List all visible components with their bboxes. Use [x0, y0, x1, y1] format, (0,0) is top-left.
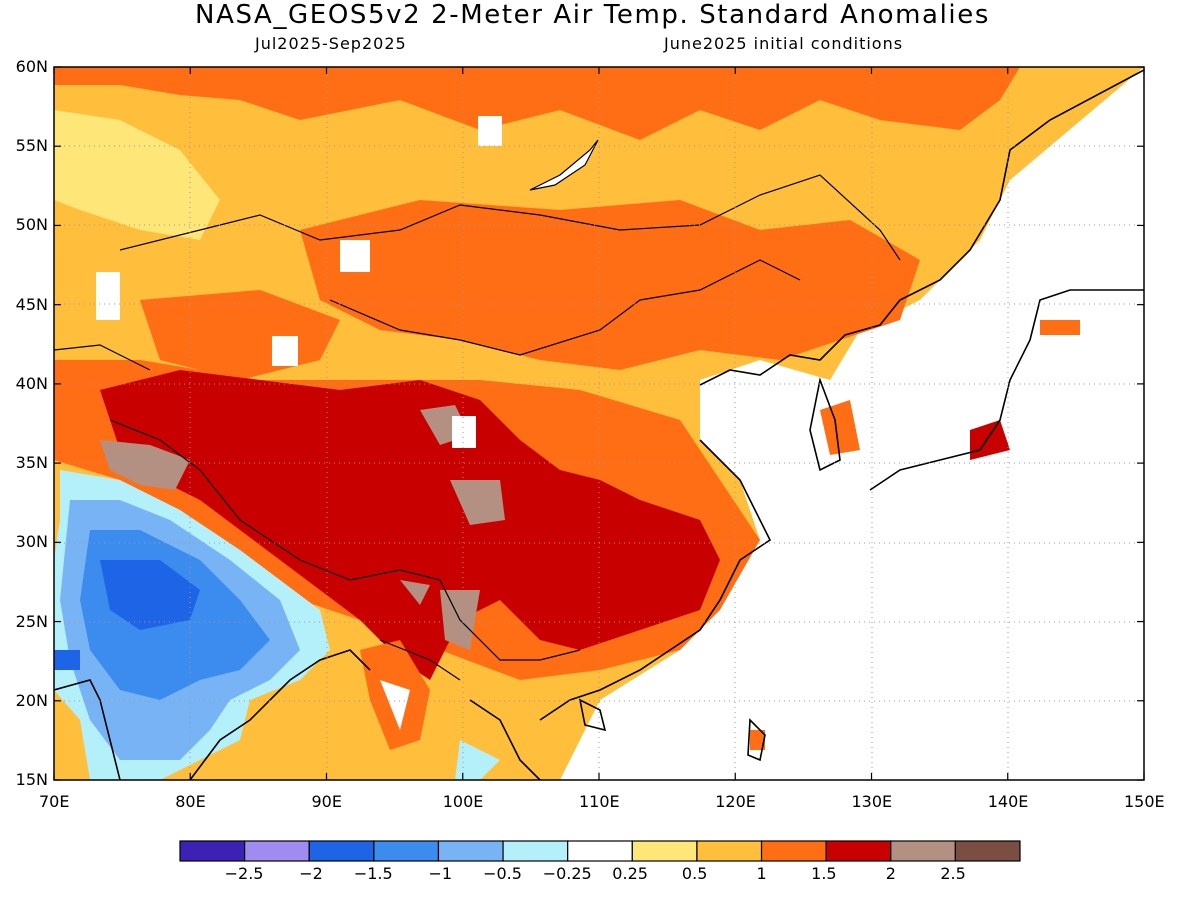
longitude-label: 80E: [175, 792, 206, 811]
latitude-label: 35N: [15, 453, 48, 473]
longitude-label: 130E: [851, 792, 893, 811]
latitude-label: 25N: [15, 611, 48, 631]
colorbar-label: 2.5: [940, 864, 966, 883]
colorbar-swatch: [244, 840, 310, 862]
longitude-label: 120E: [715, 792, 756, 811]
forecast-period: Jul2025-Sep2025: [255, 34, 407, 53]
latitude-label: 50N: [15, 215, 48, 235]
colorbar-label: 0.25: [612, 864, 648, 883]
coastlines: [54, 69, 1144, 780]
colorbar-label: 0.5: [681, 864, 708, 883]
colorbar-swatch: [696, 840, 763, 862]
colorbar-label: 1.5: [811, 864, 837, 883]
initial-conditions: June2025 initial conditions: [664, 34, 904, 53]
longitude-label: 150E: [1124, 792, 1165, 811]
colorbar-swatch: [373, 840, 440, 862]
longitude-label: 70E: [39, 792, 70, 811]
colorbar-label: 2: [885, 864, 896, 883]
latitude-label: 60N: [15, 57, 48, 76]
axis-ticks: [53, 66, 1145, 781]
anomaly-field: [54, 67, 1144, 780]
colorbar-label: −0.25: [542, 864, 592, 883]
colorbar-swatch: [631, 840, 698, 862]
latitude-label: 20N: [15, 690, 48, 710]
latitude-label: 40N: [15, 373, 48, 393]
colorbar-swatch: [760, 840, 827, 862]
longitude-label: 90E: [311, 792, 342, 811]
latitude-label: 30N: [15, 532, 48, 552]
colorbar-swatch: [308, 840, 375, 862]
colorbar-swatch: [825, 840, 892, 862]
latitude-label: 15N: [15, 770, 48, 789]
colorbar-swatch: [954, 840, 1021, 862]
colorbar-label: −2: [299, 864, 323, 883]
colorbar-swatch: [567, 840, 633, 862]
longitude-label: 140E: [987, 792, 1029, 811]
longitude-label: 100E: [442, 792, 484, 811]
colorbar-label: −1.5: [353, 864, 393, 883]
colorbar-swatch: [179, 840, 246, 862]
latitude-label: 55N: [15, 136, 48, 156]
map-title: NASA_GEOS5v2 2-Meter Air Temp. Standard …: [195, 0, 990, 30]
graticule: [54, 67, 1144, 780]
country-borders: [54, 174, 901, 681]
colorbar-label: −0.5: [483, 864, 522, 883]
colorbar-label: 1: [756, 864, 767, 883]
latitude-label: 45N: [15, 294, 48, 314]
colorbar-swatch: [890, 840, 956, 862]
colorbar-label: −1: [428, 864, 453, 883]
colorbar-swatch: [502, 840, 569, 862]
colorbar-label: −2.5: [224, 864, 264, 883]
colorbar-swatch: [437, 840, 504, 862]
longitude-label: 110E: [579, 792, 620, 811]
colorbar: [179, 840, 1021, 862]
